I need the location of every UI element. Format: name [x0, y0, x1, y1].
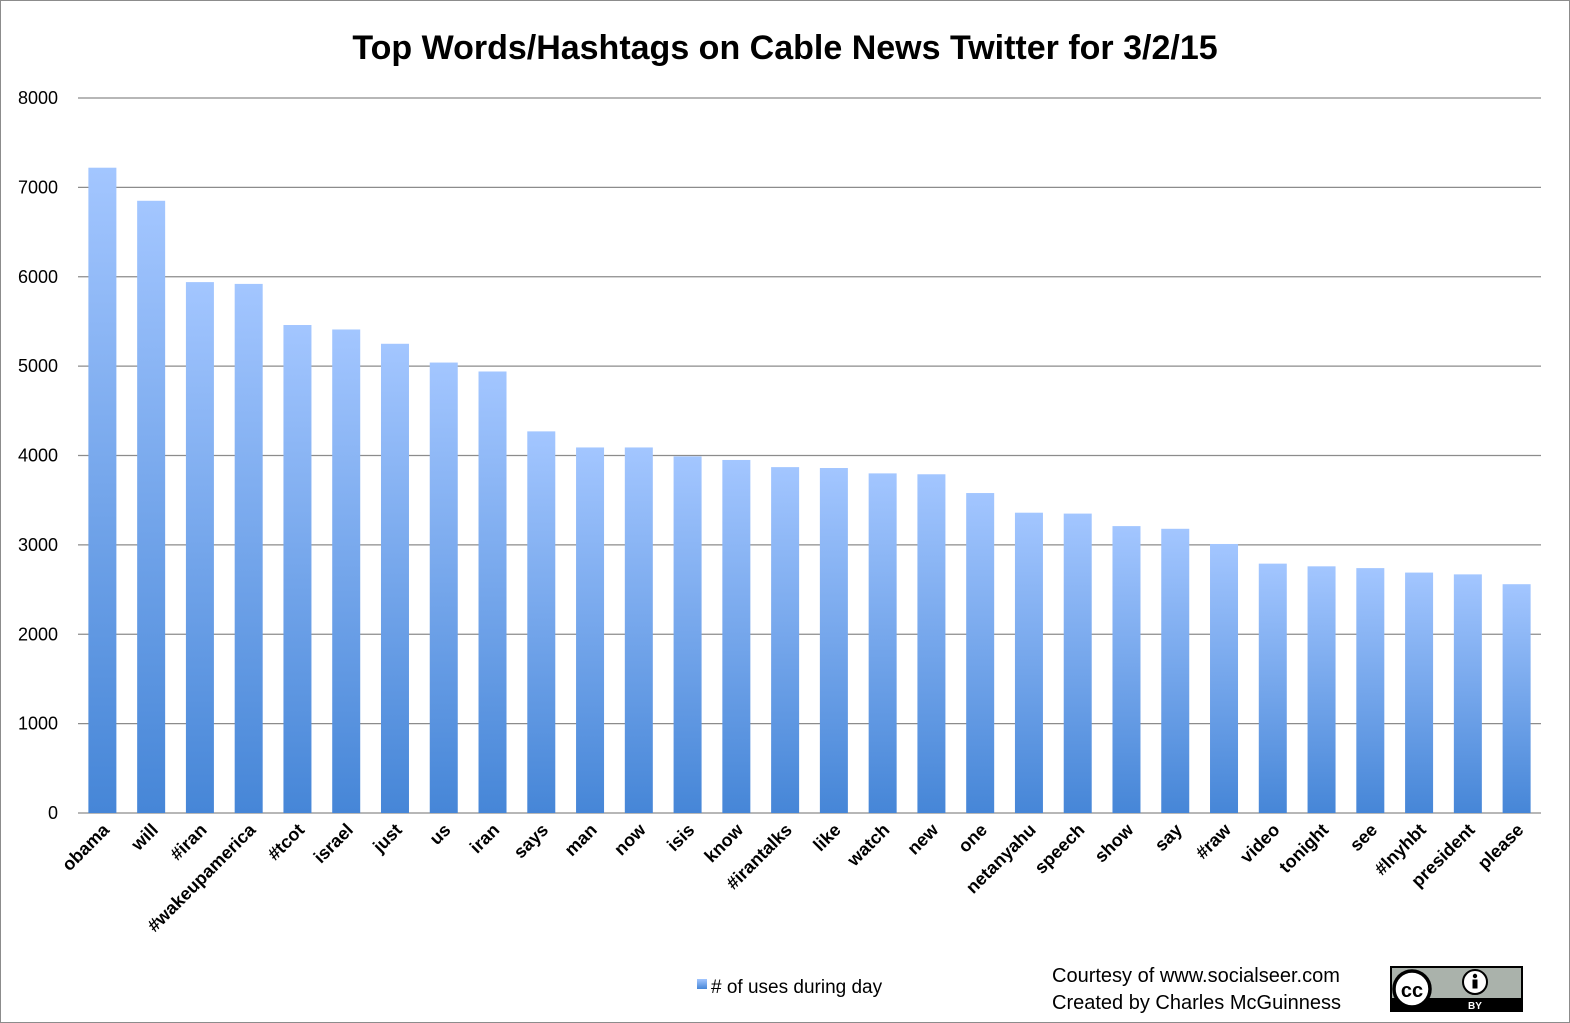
y-tick-label: 4000: [18, 446, 58, 466]
cc-label: cc: [1401, 980, 1423, 1002]
bar: [527, 431, 556, 813]
y-tick-label: 5000: [18, 356, 58, 376]
credit-line-2: Created by Charles McGuinness: [1052, 992, 1341, 1014]
bar: [819, 468, 848, 813]
bar: [185, 282, 214, 813]
x-tick-label: video: [1236, 820, 1283, 867]
bar: [1502, 584, 1531, 813]
x-tick-label: speech: [1031, 820, 1089, 878]
y-tick-label: 1000: [18, 714, 58, 734]
x-tick-label: say: [1151, 820, 1186, 855]
bar: [576, 447, 605, 813]
cc-circle-icon: [1392, 969, 1432, 1009]
bar: [380, 343, 409, 813]
x-tick-label: isis: [663, 820, 698, 855]
bar: [1161, 528, 1190, 813]
credit-line-1: Courtesy of www.socialseer.com: [1052, 965, 1340, 987]
bar: [1356, 568, 1385, 813]
y-tick-label: 6000: [18, 267, 58, 287]
by-label: BY: [1468, 1001, 1482, 1012]
y-tick-label: 3000: [18, 535, 58, 555]
x-tick-label: see: [1346, 820, 1381, 855]
y-tick-label: 0: [48, 803, 58, 823]
y-axis-ticks: 0 1000 2000 3000 4000 5000 6000 7000 8000: [18, 88, 58, 823]
x-tick-label: us: [426, 820, 455, 849]
bar: [1258, 563, 1287, 813]
x-tick-label: iran: [466, 820, 503, 857]
bar: [234, 283, 263, 813]
bar: [332, 329, 361, 813]
bar: [1063, 513, 1092, 813]
bar: [283, 325, 312, 813]
y-tick-label: 2000: [18, 624, 58, 644]
bar: [868, 473, 897, 813]
x-tick-label: know: [700, 819, 747, 866]
x-tick-label: #iran: [166, 820, 211, 865]
bar: [624, 447, 653, 813]
bar: [722, 459, 751, 813]
x-tick-label: #raw: [1192, 819, 1236, 863]
x-tick-label: show: [1091, 819, 1138, 866]
x-tick-label: israel: [310, 820, 357, 867]
bars: [88, 167, 1531, 813]
chart-title: Top Words/Hashtags on Cable News Twitter…: [352, 29, 1217, 67]
bar: [1014, 512, 1043, 813]
bar: [478, 371, 507, 813]
bar: [1112, 526, 1141, 813]
credits: Courtesy of www.socialseer.com Created b…: [1052, 965, 1341, 1014]
y-tick-label: 7000: [18, 177, 58, 197]
x-axis-ticks: obama will #iran#wakeupamerica #tcot israel j…: [58, 819, 1527, 936]
legend-label: # of uses during day: [711, 977, 883, 998]
bar: [137, 200, 166, 813]
x-tick-label: one: [954, 820, 991, 857]
bar: [771, 467, 800, 813]
bar: [673, 456, 702, 813]
x-tick-label: will: [127, 820, 162, 855]
x-tick-label: tonight: [1275, 820, 1332, 877]
bar: [1307, 566, 1336, 813]
bar: [1210, 543, 1239, 813]
x-tick-label: like: [809, 820, 844, 855]
bar: [917, 474, 946, 813]
bar: [1405, 572, 1434, 813]
x-tick-label: watch: [843, 820, 894, 871]
gridlines: [78, 97, 1541, 814]
x-tick-label: now: [610, 819, 650, 859]
x-tick-label: please: [1474, 820, 1528, 874]
x-tick-label: says: [510, 820, 552, 862]
x-tick-label: just: [368, 820, 405, 857]
x-tick-label: new: [903, 819, 943, 859]
bar: [1453, 574, 1482, 813]
x-tick-label: man: [561, 820, 601, 860]
x-tick-label: #tcot: [264, 820, 309, 865]
legend: # of uses during day: [697, 977, 883, 998]
bar: [88, 167, 117, 813]
cc-by-license-icon: cc BY: [1390, 966, 1523, 1012]
y-tick-label: 8000: [18, 88, 58, 108]
bar: [966, 493, 995, 813]
x-tick-label: obama: [58, 819, 114, 875]
legend-swatch: [697, 979, 707, 989]
bar: [429, 362, 458, 813]
